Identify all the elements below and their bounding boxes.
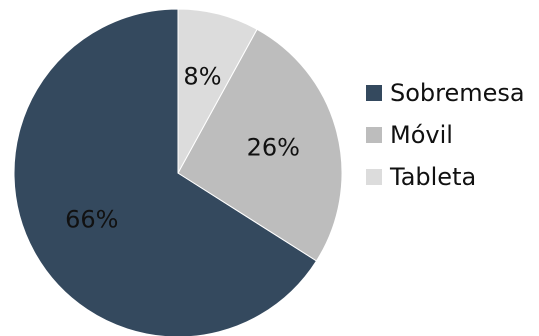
legend-item-sobremesa: Sobremesa bbox=[366, 72, 525, 114]
legend: Sobremesa Móvil Tableta bbox=[366, 72, 525, 198]
legend-label-sobremesa: Sobremesa bbox=[390, 79, 525, 107]
legend-swatch-sobremesa bbox=[366, 85, 382, 101]
pie-data-labels: 66% 26% 8% bbox=[65, 63, 300, 234]
pie-data-label-2: 8% bbox=[183, 63, 221, 91]
legend-swatch-movil bbox=[366, 127, 382, 143]
pie-slice-0 bbox=[13, 8, 318, 336]
pie-slice-1 bbox=[177, 28, 343, 262]
legend-label-movil: Móvil bbox=[390, 121, 453, 149]
legend-swatch-tableta bbox=[366, 169, 382, 185]
legend-item-tableta: Tableta bbox=[366, 156, 525, 198]
pie-data-label-1: 26% bbox=[247, 134, 300, 162]
pie-slice-2 bbox=[177, 8, 258, 174]
pie-slices bbox=[13, 8, 343, 336]
legend-label-tableta: Tableta bbox=[390, 163, 477, 191]
pie-data-label-0: 66% bbox=[65, 205, 118, 233]
legend-item-movil: Móvil bbox=[366, 114, 525, 156]
